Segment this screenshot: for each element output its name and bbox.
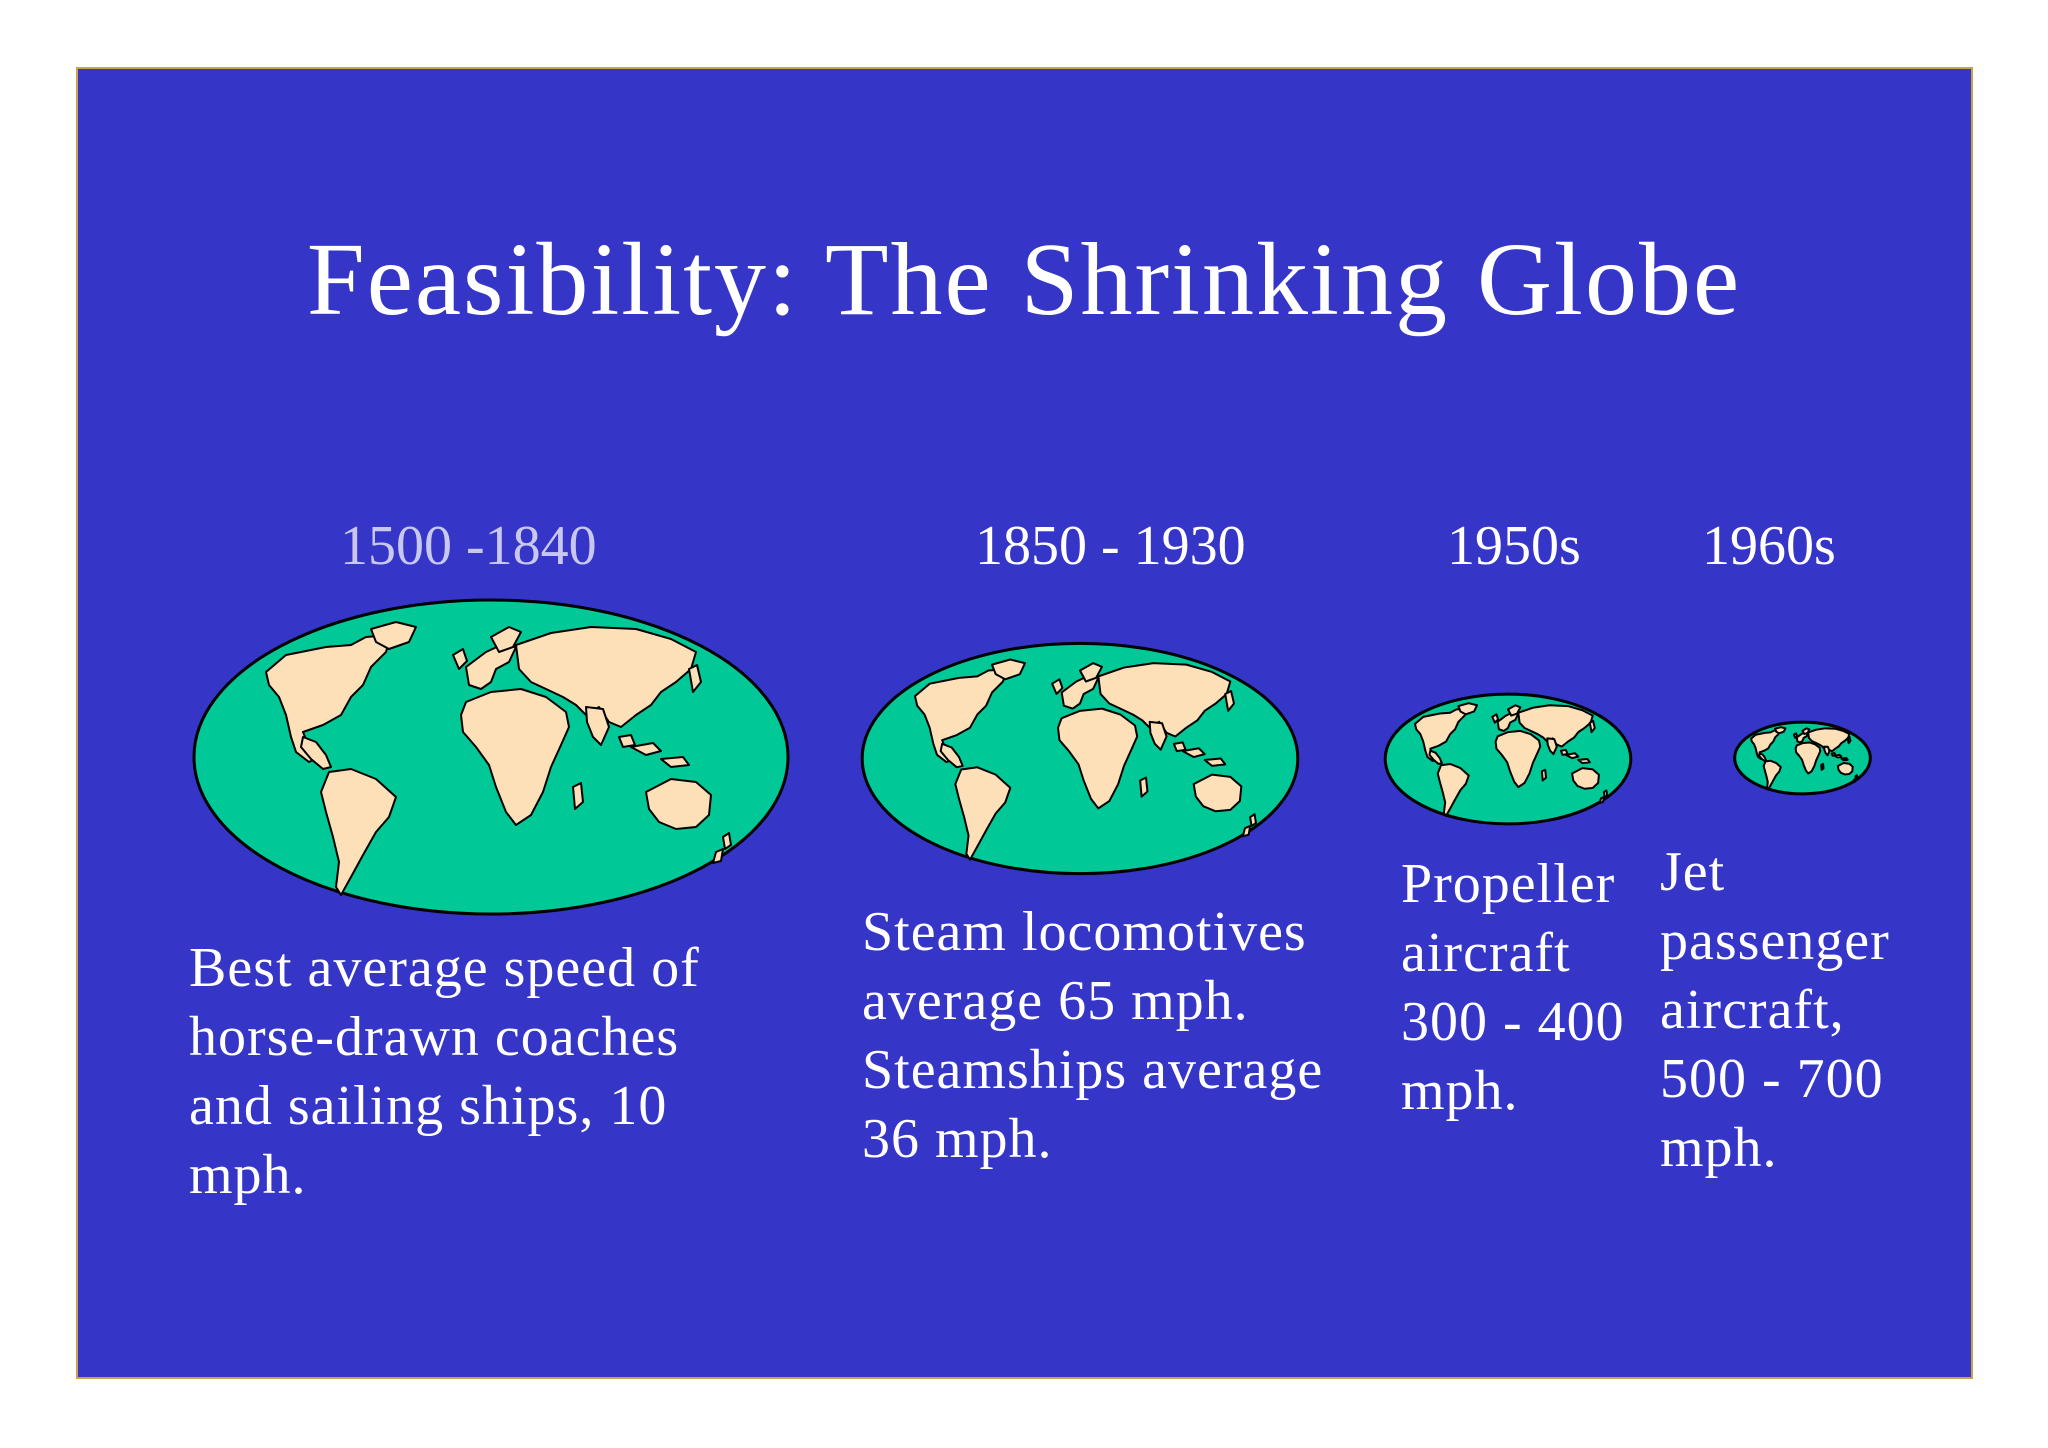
continent-shape (1853, 779, 1855, 782)
caption-line: 300 - 400 (1401, 991, 1625, 1053)
slide-title: Feasibility: The Shrinking Globe (306, 222, 1742, 337)
period-label-1950s: 1950s (1447, 515, 1581, 577)
continent-shape (1429, 751, 1441, 764)
continent-shape (371, 622, 416, 649)
continent-shape (1832, 753, 1836, 756)
continent-shape (1808, 728, 1849, 751)
caption-line: average 65 mph. (862, 970, 1249, 1032)
continent-shape (713, 849, 723, 863)
continent-shape (915, 669, 1007, 762)
caption-line: 500 - 700 (1660, 1048, 1884, 1110)
continent-shape (1508, 705, 1520, 715)
caption-line: aircraft, (1660, 979, 1845, 1041)
caption-line: 36 mph. (862, 1108, 1053, 1170)
continent-shape (1542, 770, 1546, 781)
world-map-icon (860, 641, 1300, 876)
continent-shape (1438, 764, 1469, 816)
continent-shape (1225, 691, 1234, 711)
continent-shape (1080, 663, 1102, 681)
continent-shape (1824, 747, 1829, 756)
caption-jet: Jet passenger aircraft, 500 - 700 mph. (1660, 838, 1890, 1183)
continent-shape (723, 833, 731, 849)
continent-shape (453, 649, 467, 669)
continent-shape (955, 767, 1010, 859)
continent-shape (573, 783, 583, 809)
continent-shape (1098, 663, 1230, 736)
continent-shape (1498, 713, 1519, 731)
continent-shape (1058, 709, 1137, 809)
continent-shape (1759, 753, 1766, 760)
continent-shape (321, 769, 396, 895)
continent-shape (1566, 753, 1578, 758)
continent-shape (1492, 714, 1498, 722)
caption-steam: Steam locomotives average 65 mph. Steams… (862, 898, 1323, 1174)
continent-shape (1572, 768, 1599, 789)
continent-shape (1775, 727, 1785, 733)
continent-shape (1174, 742, 1186, 751)
continent-shape (1194, 775, 1242, 812)
continent-shape (1052, 679, 1062, 694)
continent-shape (1561, 750, 1568, 755)
continent-shape (461, 689, 569, 825)
caption-line: aircraft (1401, 922, 1571, 984)
world-map-icon (191, 597, 791, 917)
caption-line: mph. (189, 1144, 307, 1206)
caption-line: mph. (1401, 1060, 1519, 1122)
continent-shape (1821, 764, 1823, 770)
continent-shape (689, 665, 701, 692)
continent-shape (1578, 759, 1590, 763)
continent-shape (1600, 797, 1604, 803)
continent-shape (1794, 733, 1797, 738)
continent-shape (466, 645, 516, 689)
caption-line: Steamships average (862, 1039, 1324, 1101)
caption-horse-drawn-and-sailing: Best average speed of horse-drawn coache… (189, 934, 700, 1210)
continent-shape (992, 660, 1025, 680)
continent-shape (1062, 676, 1099, 708)
period-label-1500-1840: 1500 -1840 (340, 515, 597, 577)
caption-line: horse-drawn coaches (189, 1006, 680, 1068)
continent-shape (266, 635, 391, 762)
continent-shape (661, 757, 689, 767)
caption-line: Best average speed of (189, 937, 700, 999)
period-label-1850-1930: 1850 - 1930 (975, 515, 1246, 577)
continent-shape (1205, 759, 1226, 766)
continent-shape (516, 627, 696, 727)
continent-shape (1751, 730, 1780, 759)
period-label-1960s: 1960s (1702, 515, 1836, 577)
continent-shape (1841, 758, 1847, 760)
world-map-icon (1734, 721, 1871, 795)
continent-shape (1764, 761, 1781, 790)
continent-shape (1183, 748, 1205, 757)
caption-line: mph. (1660, 1117, 1778, 1179)
caption-line: Steam locomotives (862, 901, 1307, 963)
continent-shape (1518, 705, 1592, 746)
continent-shape (619, 735, 635, 747)
continent-shape (586, 707, 609, 745)
continent-shape (1140, 778, 1147, 797)
continent-shape (1243, 826, 1250, 836)
caption-line: Jet (1660, 841, 1726, 903)
continent-shape (631, 743, 661, 755)
continent-shape (1415, 709, 1467, 761)
continent-shape (301, 737, 331, 769)
continent-shape (491, 627, 521, 652)
continent-shape (1604, 790, 1607, 797)
continent-shape (1848, 737, 1851, 743)
caption-line: passenger (1660, 910, 1890, 972)
caption-line: and sailing ships, 10 (189, 1075, 668, 1137)
continent-shape (1150, 722, 1167, 750)
continent-shape (646, 779, 711, 829)
caption-propeller: Propeller aircraft 300 - 400 mph. (1401, 850, 1625, 1126)
continent-shape (1838, 763, 1853, 774)
continent-shape (1547, 738, 1557, 754)
continent-shape (1590, 721, 1595, 732)
continent-shape (1458, 703, 1477, 714)
caption-line: Propeller (1401, 853, 1616, 915)
continent-shape (1250, 814, 1256, 826)
continent-shape (1496, 731, 1541, 787)
continent-shape (941, 744, 963, 767)
world-map-icon (1384, 692, 1632, 826)
continent-shape (1796, 742, 1821, 773)
